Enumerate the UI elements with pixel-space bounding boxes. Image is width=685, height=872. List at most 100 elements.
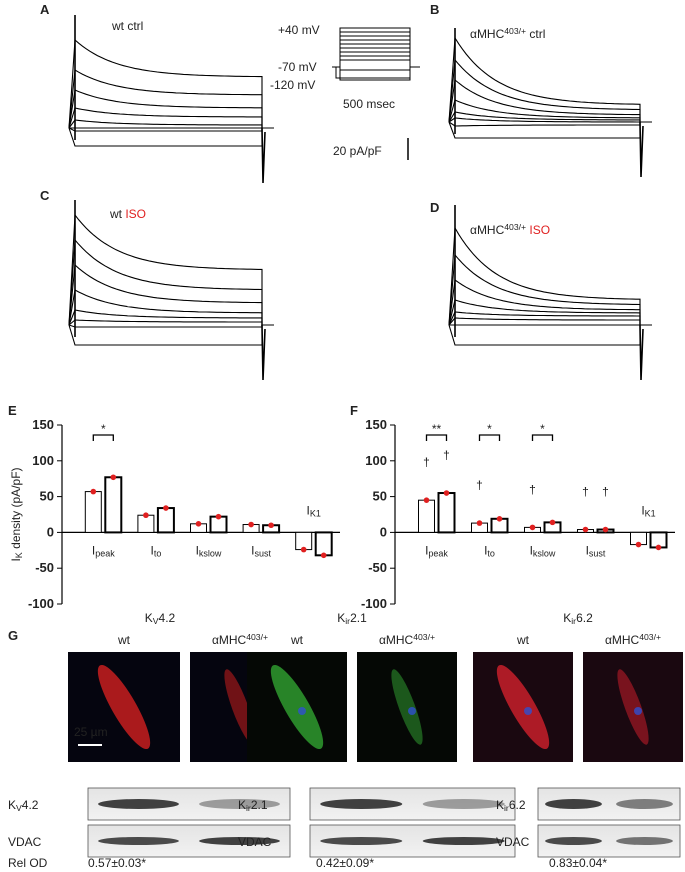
y-tick-label: 100: [365, 453, 387, 468]
mean-dot: [248, 521, 254, 528]
stain-title-part: K: [563, 611, 571, 625]
trace: [448, 117, 652, 123]
y-tick-label: 150: [32, 417, 54, 432]
stain-title-part: ir: [571, 616, 576, 626]
trace: [68, 89, 274, 129]
dagger-label: †: [602, 485, 609, 499]
y-tick-label: 0: [380, 524, 387, 539]
mean-dot: [655, 544, 662, 551]
y-axis-label-part: I: [9, 558, 23, 561]
x-tick-label-part: I: [251, 543, 254, 557]
protocol-label: 500 msec: [343, 97, 395, 111]
trace: [448, 324, 652, 346]
blot-label: VDAC: [496, 835, 530, 849]
mean-dot: [215, 513, 222, 520]
y-tick-label: 50: [40, 489, 54, 504]
blot-band: [545, 837, 602, 845]
trace: [68, 289, 274, 326]
dagger-label: †: [443, 448, 450, 462]
significance-bracket: [531, 434, 554, 441]
mean-dot: [582, 526, 589, 533]
y-axis-label-part: K: [14, 552, 24, 558]
trace: [448, 58, 652, 123]
y-tick-label: -100: [28, 596, 54, 611]
significance-bracket: [425, 434, 448, 441]
significance-label: *: [540, 422, 545, 436]
protocol-label: +40 mV: [278, 23, 320, 37]
trace: [448, 121, 652, 139]
trace: [68, 38, 274, 129]
trace: [448, 36, 652, 123]
stain-title-part: V: [153, 616, 159, 626]
x-tick-label: Ikslow: [196, 543, 222, 558]
y-tick-label: 100: [32, 453, 54, 468]
mean-dot: [90, 488, 97, 495]
rel-od-value: 0.57±0.03*: [88, 856, 146, 870]
blot-band: [545, 799, 602, 809]
blot-label: Kir2.1: [238, 798, 268, 813]
x-tick-label: Ito: [150, 543, 161, 558]
trace: [68, 324, 274, 328]
group-label-part: 403/+: [246, 632, 268, 642]
blot-label-part: 2.1: [251, 798, 268, 812]
blot-label-part: K: [238, 798, 246, 812]
tail-spike: [261, 324, 266, 381]
panel-letter: C: [40, 188, 50, 203]
protocol-step: [339, 67, 411, 78]
significance-bracket: [478, 434, 501, 441]
trace: [448, 78, 652, 123]
trace: [448, 279, 652, 326]
x-tick-label: IK1: [641, 503, 655, 518]
panel-label-part: 403/+: [504, 222, 526, 232]
y-axis-label: IK density (pA/pF): [9, 467, 24, 561]
x-tick-label-part: I: [641, 503, 644, 517]
blot-label-part: 4.2: [22, 798, 39, 812]
blot-band: [320, 837, 403, 845]
x-tick-label: Ito: [484, 543, 495, 558]
x-tick-label-part: I: [586, 543, 589, 557]
cell-stain: [391, 669, 423, 745]
blot-band: [199, 799, 280, 809]
panel-letter: E: [8, 403, 17, 418]
mean-dot: [529, 524, 536, 531]
group-label-part: 403/+: [413, 632, 435, 642]
nucleus: [634, 707, 642, 715]
x-tick-label: Isust: [586, 543, 606, 558]
panel-label-part: 403/+: [504, 26, 526, 36]
blot-band: [98, 837, 179, 845]
mean-dot: [143, 512, 149, 519]
tail-spike: [639, 121, 644, 178]
mean-dot: [195, 521, 202, 527]
rel-od-value: 0.42±0.09*: [316, 856, 374, 870]
traces: [448, 205, 652, 381]
trace: [448, 299, 652, 326]
blot-label-part: ir: [504, 803, 509, 813]
blot-label-part: K: [8, 798, 16, 812]
cell-stain: [496, 665, 550, 749]
scale-label: 25 µm: [74, 725, 108, 739]
panel-label: wt ctrl: [111, 19, 143, 33]
blot-band: [199, 837, 280, 845]
protocol-label: -70 mV: [278, 60, 317, 74]
protocol-step: [339, 43, 411, 78]
trace: [448, 226, 652, 326]
trace: [68, 238, 274, 326]
group-label-part: αMHC: [379, 633, 414, 647]
bar: [437, 492, 456, 534]
dagger-label: †: [582, 485, 589, 499]
trace: [68, 127, 274, 147]
x-tick-label-part: K1: [645, 509, 656, 519]
tail-spike: [639, 324, 644, 381]
blot-label: KV4.2: [8, 798, 39, 813]
trace: [68, 309, 274, 326]
bar: [418, 499, 435, 533]
y-tick-label: -50: [35, 560, 54, 575]
traces: [68, 15, 274, 184]
cell-stain: [97, 665, 151, 749]
x-tick-label-part: to: [154, 549, 162, 559]
x-tick-label-part: sust: [589, 549, 606, 559]
stain-title-part: K: [337, 611, 345, 625]
mean-dot: [602, 526, 609, 533]
nucleus: [298, 707, 306, 715]
